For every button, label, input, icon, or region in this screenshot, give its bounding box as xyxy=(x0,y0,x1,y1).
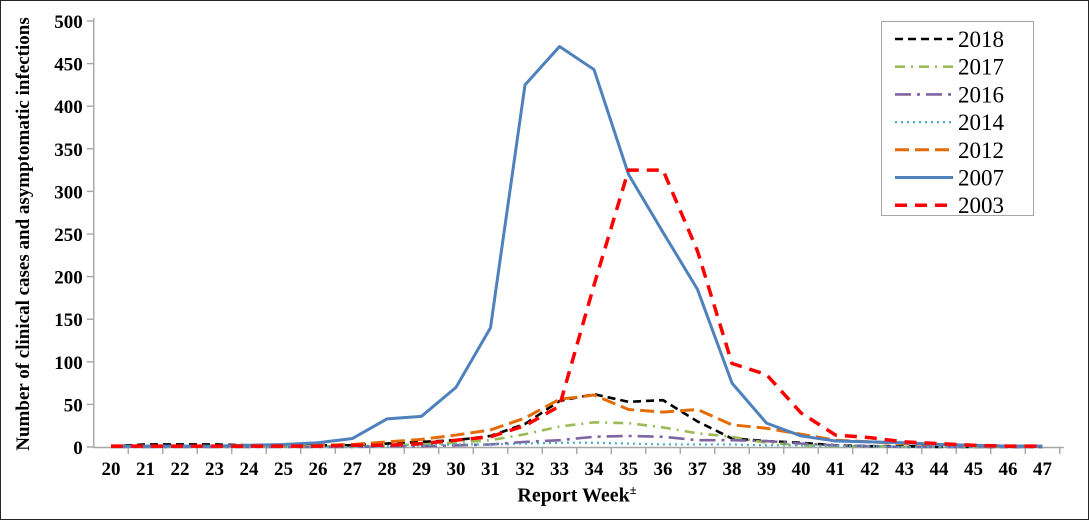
x-tick-label: 46 xyxy=(999,459,1018,480)
x-tick-label: 33 xyxy=(550,459,569,480)
x-tick-label: 35 xyxy=(619,459,638,480)
y-tick-label: 300 xyxy=(54,182,83,203)
x-tick-label: 20 xyxy=(102,459,121,480)
x-tick-label: 28 xyxy=(378,459,397,480)
legend-label-2017: 2017 xyxy=(958,55,1004,80)
legend-label-2018: 2018 xyxy=(958,27,1004,52)
x-tick-label: 23 xyxy=(205,459,224,480)
y-axis-title: Number of clinical cases and asymptomati… xyxy=(13,17,34,451)
y-tick-label: 150 xyxy=(54,310,83,331)
y-tick-label: 350 xyxy=(54,140,83,161)
y-tick-label: 0 xyxy=(73,438,83,459)
x-tick-label: 39 xyxy=(757,459,776,480)
x-tick-label: 42 xyxy=(861,459,880,480)
legend-label-2007: 2007 xyxy=(958,166,1004,191)
y-tick-label: 500 xyxy=(54,12,83,33)
y-tick-label: 250 xyxy=(54,225,83,246)
y-tick-label: 450 xyxy=(54,55,83,76)
x-tick-label: 21 xyxy=(136,459,155,480)
x-tick-label: 30 xyxy=(447,459,466,480)
x-tick-label: 24 xyxy=(240,459,260,480)
legend-label-2012: 2012 xyxy=(958,138,1004,163)
x-tick-label: 29 xyxy=(412,459,431,480)
legend-label-2016: 2016 xyxy=(958,82,1004,107)
x-tick-label: 44 xyxy=(930,459,950,480)
x-tick-label: 22 xyxy=(171,459,190,480)
y-tick-label: 400 xyxy=(54,97,83,118)
x-tick-label: 47 xyxy=(1033,459,1053,480)
x-tick-label: 40 xyxy=(792,459,811,480)
legend-box xyxy=(881,21,1034,216)
x-tick-label: 37 xyxy=(688,459,708,480)
series-2016-line xyxy=(111,434,1043,449)
legend-label-2003: 2003 xyxy=(958,193,1004,218)
x-tick-label: 27 xyxy=(343,459,363,480)
y-tick-label: 50 xyxy=(64,395,83,416)
x-tick-label: 43 xyxy=(895,459,914,480)
x-tick-label: 26 xyxy=(309,459,328,480)
x-tick-label: 36 xyxy=(654,459,673,480)
x-axis-title-superscript: ± xyxy=(629,483,637,497)
x-axis-title: Report Week± xyxy=(327,483,827,508)
x-tick-label: 31 xyxy=(481,459,500,480)
x-tick-label: 41 xyxy=(826,459,845,480)
series-2003-line xyxy=(111,168,1043,448)
x-tick-label: 32 xyxy=(516,459,535,480)
x-tick-label: 38 xyxy=(723,459,742,480)
y-tick-label: 100 xyxy=(54,353,83,374)
series-2007-line xyxy=(111,45,1043,448)
y-tick-label: 200 xyxy=(54,268,83,289)
x-tick-label: 25 xyxy=(274,459,293,480)
legend-label-2014: 2014 xyxy=(958,110,1005,135)
x-tick-label: 34 xyxy=(585,459,605,480)
x-axis-title-text: Report Week xyxy=(517,484,630,507)
x-tick-label: 45 xyxy=(964,459,983,480)
